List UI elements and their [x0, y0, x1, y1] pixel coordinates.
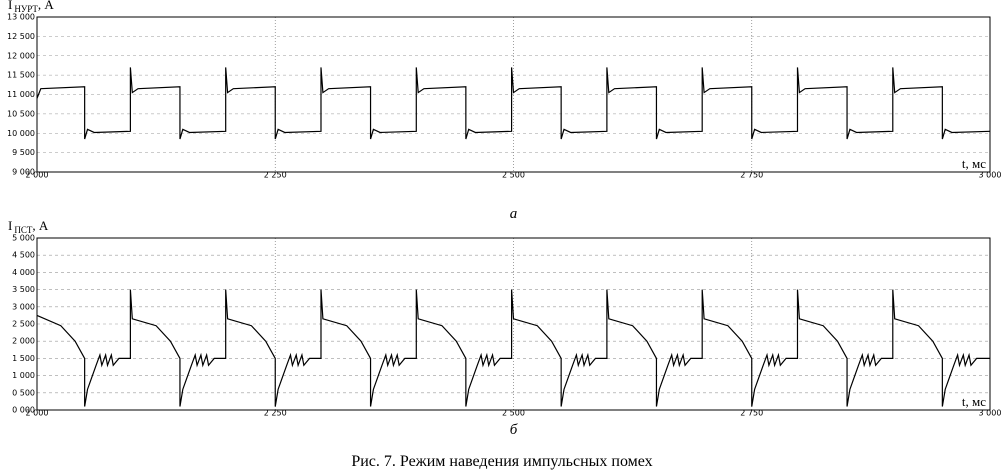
- y-tick-label: 2 500: [12, 320, 35, 329]
- x-tick-label: 2 750: [740, 409, 763, 418]
- y-tick-label: 1 500: [12, 354, 35, 363]
- x-tick-label: 2 500: [502, 409, 525, 418]
- y-tick-label: 10 500: [7, 109, 35, 118]
- y-tick-label: 13 000: [7, 13, 35, 22]
- x-tick-label: 2 250: [264, 409, 287, 418]
- y-tick-label: 12 500: [7, 32, 35, 41]
- x-tick-label: 2 000: [26, 409, 49, 418]
- figure-caption: Рис. 7. Режим наведения импульсных помех: [351, 453, 652, 470]
- y-tick-label: 1 000: [12, 371, 35, 380]
- y-tick-label: 9 000: [12, 168, 35, 177]
- y-tick-label: 10 000: [7, 129, 35, 138]
- x-axis-label: t, мс: [962, 394, 986, 409]
- y-tick-label: 4 500: [12, 251, 35, 260]
- y-tick-label: 11 500: [7, 71, 35, 80]
- panel-label: б: [510, 422, 518, 438]
- y-axis-label: I ПСТ, А: [8, 218, 49, 235]
- y-tick-label: 3 500: [12, 285, 35, 294]
- y-tick-label: 2 000: [12, 337, 35, 346]
- y-tick-label: 4 000: [12, 268, 35, 277]
- x-tick-label: 3 000: [979, 171, 1002, 180]
- y-tick-label: 12 000: [7, 51, 35, 60]
- y-axis-label-unit: , А: [32, 218, 49, 233]
- x-tick-label: 2 750: [740, 171, 763, 180]
- y-axis-label-subscript: НУРТ: [14, 4, 38, 14]
- y-axis-label-main: I: [8, 0, 12, 12]
- y-axis-label-subscript: ПСТ: [14, 225, 33, 235]
- line-series: [36, 289, 990, 407]
- x-axis-label: t, мс: [962, 156, 986, 171]
- y-tick-label: 9 500: [12, 148, 35, 157]
- x-tick-label: 2 500: [502, 171, 525, 180]
- x-tick-label: 3 000: [979, 409, 1002, 418]
- panel-label: а: [510, 206, 518, 222]
- y-axis-label: I НУРТ, А: [8, 0, 54, 14]
- line-series: [36, 67, 991, 140]
- x-tick-label: 2 250: [264, 171, 287, 180]
- y-axis-label-unit: , А: [38, 0, 55, 12]
- y-axis-label-main: I: [8, 218, 12, 233]
- x-tick-label: 2 000: [26, 171, 49, 180]
- y-tick-label: 0 000: [12, 406, 35, 415]
- y-tick-label: 5 000: [12, 234, 35, 243]
- y-tick-label: 0 500: [12, 388, 35, 397]
- y-tick-label: 3 000: [12, 302, 35, 311]
- plot-frame: [36, 237, 991, 411]
- y-tick-label: 11 000: [7, 90, 35, 99]
- plot-frame: [36, 16, 991, 173]
